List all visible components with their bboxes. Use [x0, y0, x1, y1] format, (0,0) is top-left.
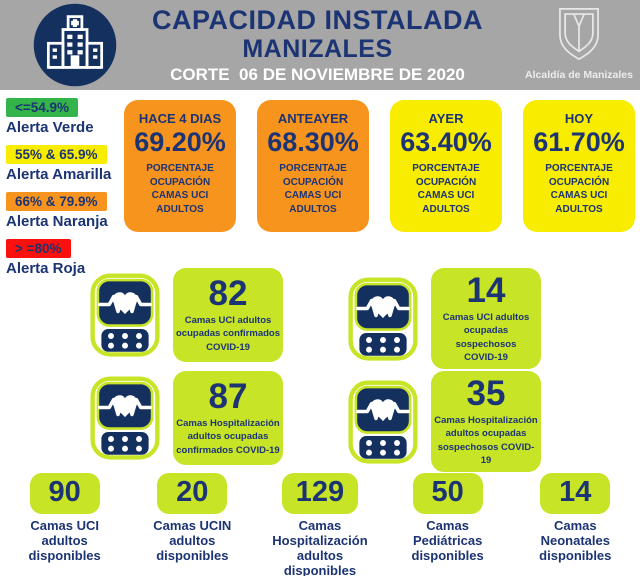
occupied-uci-suspected-group: 14 Camas UCI adultos ocupadas sospechoso… [348, 268, 541, 370]
patient-monitor-icon [348, 379, 418, 465]
patient-monitor-icon [90, 272, 160, 358]
legend-label-orange: Alerta Naranja [6, 213, 108, 230]
available-uci-adults: 90 Camas UCI adultos disponibles [2, 473, 128, 576]
legend-item-yellow: 55% & 65.9% Alerta Amarilla [6, 145, 126, 183]
stat-value: 35 [466, 374, 506, 413]
card-caption: PORCENTAJE OCUPACIÓN CAMAS UCI ADULTOS [412, 163, 480, 215]
available-count: 129 [281, 473, 359, 514]
occupancy-card-ayer: AYER 63.40% PORCENTAJE OCUPACIÓN CAMAS U… [390, 100, 502, 232]
card-period: ANTEAYER [277, 111, 349, 126]
legend-item-red: > =80% Alerta Roja [6, 239, 126, 277]
stat-label: Camas UCI adultos ocupadas sospechosos C… [442, 312, 530, 363]
card-value: 68.30% [267, 127, 359, 157]
patient-monitor-icon [90, 375, 160, 461]
legend-item-orange: 66% & 79.9% Alerta Naranja [6, 192, 126, 230]
occupancy-card-hoy: HOY 61.70% PORCENTAJE OCUPACIÓN CAMAS UC… [523, 100, 635, 232]
header-bar: CAPACIDAD INSTALADA MANIZALES CORTE 06 D… [0, 0, 640, 90]
card-period: AYER [428, 111, 464, 126]
available-neonatal: 14 Camas Neonatales disponibles [512, 473, 638, 576]
stat-label: Camas UCI adultos ocupadas confirmados C… [176, 315, 280, 353]
card-value: 69.20% [134, 127, 226, 157]
stat-value: 14 [466, 271, 506, 310]
legend-range-yellow: 55% & 65.9% [6, 145, 107, 164]
occupied-hosp-suspected-group: 35 Camas Hospitalización adultos ocupada… [348, 371, 541, 473]
hospital-logo-icon [33, 3, 117, 87]
legend-range-green: <=54.9% [6, 98, 79, 117]
legend-range-red: > =80% [6, 239, 71, 258]
stat-label: Camas Hospitalización adultos ocupadas s… [434, 415, 538, 466]
available-count: 50 [412, 473, 483, 514]
alcaldia-logo: Alcaldía de Manizales [524, 6, 634, 81]
available-label: Camas Hospitalización adultos disponible… [272, 518, 368, 576]
shield-icon [559, 7, 599, 61]
available-count: 20 [157, 473, 228, 514]
stat-box: 14 Camas UCI adultos ocupadas sospechoso… [431, 268, 541, 370]
card-period: HOY [564, 111, 594, 126]
stat-box: 35 Camas Hospitalización adultos ocupada… [431, 371, 541, 473]
available-label: Camas UCI adultos disponibles [28, 518, 101, 563]
available-label: Camas UCIN adultos disponibles [153, 518, 232, 563]
page-title-line1: CAPACIDAD INSTALADA [152, 5, 483, 35]
card-caption: PORCENTAJE OCUPACIÓN CAMAS UCI ADULTOS [146, 163, 214, 215]
title-block: CAPACIDAD INSTALADA MANIZALES CORTE 06 D… [140, 5, 495, 85]
legend-item-green: <=54.9% Alerta Verde [6, 98, 126, 136]
available-label: Camas Neonatales disponibles [539, 518, 612, 563]
occupied-hosp-confirmed-group: 87 Camas Hospitalización adultos ocupada… [90, 371, 283, 465]
stat-value: 82 [208, 274, 248, 314]
card-value: 63.40% [400, 127, 492, 157]
available-label: Camas Pediátricas disponibles [411, 518, 484, 563]
report-date: CORTE 06 DE NOVIEMBRE DE 2020 [170, 64, 465, 84]
occupied-uci-confirmed-group: 82 Camas UCI adultos ocupadas confirmado… [90, 268, 283, 362]
card-caption: PORCENTAJE OCUPACIÓN CAMAS UCI ADULTOS [279, 163, 347, 215]
occupancy-card-anteayer: ANTEAYER 68.30% PORCENTAJE OCUPACIÓN CAM… [257, 100, 369, 232]
legend-label-yellow: Alerta Amarilla [6, 166, 112, 183]
card-caption: PORCENTAJE OCUPACIÓN CAMAS UCI ADULTOS [545, 163, 613, 215]
occupancy-card-hace-4-dias: HACE 4 DIAS 69.20% PORCENTAJE OCUPACIÓN … [124, 100, 236, 232]
legend-range-orange: 66% & 79.9% [6, 192, 107, 211]
card-value: 61.70% [533, 127, 625, 157]
stat-box: 82 Camas UCI adultos ocupadas confirmado… [173, 268, 283, 362]
alcaldia-label: Alcaldía de Manizales [525, 69, 633, 81]
alert-legend: <=54.9% Alerta Verde 55% & 65.9% Alerta … [6, 98, 126, 286]
occupancy-cards-row: HACE 4 DIAS 69.20% PORCENTAJE OCUPACIÓN … [124, 100, 635, 232]
stat-value: 87 [208, 377, 248, 417]
page-title-line2: MANIZALES [242, 34, 393, 63]
available-ucin-adults: 20 Camas UCIN adultos disponibles [129, 473, 255, 576]
available-count: 90 [29, 473, 100, 514]
stat-label: Camas Hospitalización adultos ocupadas c… [176, 418, 280, 456]
stat-box: 87 Camas Hospitalización adultos ocupada… [173, 371, 283, 465]
card-period: HACE 4 DIAS [138, 111, 222, 126]
patient-monitor-icon [348, 276, 418, 362]
available-pediatric: 50 Camas Pediátricas disponibles [385, 473, 511, 576]
available-count: 14 [540, 473, 611, 514]
available-hospitalization-adults: 129 Camas Hospitalización adultos dispon… [257, 473, 383, 576]
legend-label-green: Alerta Verde [6, 119, 94, 136]
legend-label-red: Alerta Roja [6, 260, 86, 277]
available-beds-row: 90 Camas UCI adultos disponibles 20 Cama… [0, 473, 640, 576]
